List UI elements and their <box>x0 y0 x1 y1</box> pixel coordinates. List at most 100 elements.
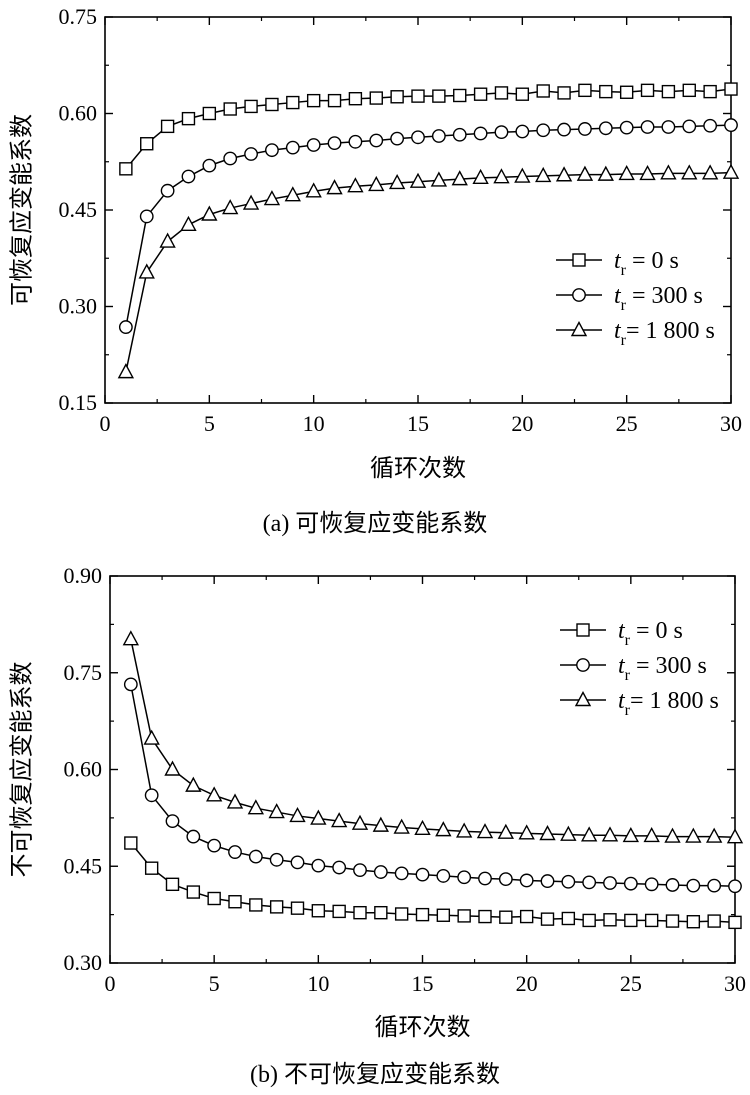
data-point-square <box>561 911 576 926</box>
data-point-square <box>348 92 363 106</box>
data-point-circle <box>661 120 676 134</box>
data-point-square <box>499 910 513 924</box>
data-point-square <box>119 162 133 176</box>
data-point-circle <box>623 876 638 891</box>
data-point-triangle <box>263 190 281 206</box>
data-point-square <box>223 102 237 116</box>
data-point-triangle <box>601 826 619 842</box>
series-line <box>130 842 736 924</box>
data-point-circle <box>665 878 680 892</box>
data-point-circle <box>557 122 571 137</box>
data-point-square <box>140 137 154 151</box>
y-tick-label: 0.75 <box>64 660 103 685</box>
data-point-square <box>369 91 383 105</box>
data-point-square <box>578 83 592 98</box>
data-point-triangle <box>705 827 723 843</box>
data-point-square <box>436 908 451 922</box>
data-point-triangle <box>310 809 327 825</box>
data-point-circle <box>707 878 722 893</box>
data-point-circle <box>144 788 159 803</box>
y-tick-label: 0.60 <box>59 101 98 126</box>
legend-entry: tr = 300 s <box>556 283 703 314</box>
data-point-triangle <box>430 171 448 187</box>
y-axis-label: 不可恢复应变能系数 <box>9 662 36 878</box>
data-point-circle <box>228 845 242 859</box>
data-point-square <box>394 907 409 921</box>
legend-marker <box>570 321 588 337</box>
data-point-triangle <box>618 164 635 181</box>
data-point-triangle <box>685 827 702 843</box>
series-triangle <box>117 163 740 379</box>
data-point-circle <box>682 119 697 134</box>
data-point-circle <box>139 209 154 224</box>
data-point-square <box>269 900 284 914</box>
data-point-circle <box>411 130 425 145</box>
x-tick-label: 15 <box>412 971 434 996</box>
data-point-square <box>353 905 367 920</box>
data-point-triangle <box>681 164 698 180</box>
data-point-circle <box>536 123 551 138</box>
data-point-square <box>144 861 159 875</box>
data-point-square <box>415 907 430 922</box>
series-square <box>119 82 738 176</box>
data-point-circle <box>473 126 488 141</box>
data-point-triangle <box>164 760 181 776</box>
x-axis-label: 循环次数 <box>370 455 466 482</box>
data-point-square <box>286 95 300 110</box>
data-point-square <box>390 90 404 104</box>
data-point-square <box>181 111 196 126</box>
data-point-square <box>160 119 175 134</box>
data-point-square <box>619 85 634 99</box>
data-point-square <box>186 885 201 899</box>
data-point-triangle <box>472 168 489 185</box>
data-point-triangle <box>560 825 577 841</box>
panel-caption: (a) 可恢复应变能系数 <box>263 510 488 537</box>
data-point-circle <box>452 127 467 142</box>
data-point-circle <box>415 867 430 882</box>
data-point-triangle <box>409 172 427 188</box>
data-point-square <box>661 84 676 99</box>
data-point-square <box>374 905 388 920</box>
data-point-square <box>686 915 701 929</box>
data-point-circle <box>285 140 300 155</box>
data-point-triangle <box>185 776 202 792</box>
data-point-triangle <box>539 825 556 841</box>
data-point-circle <box>582 875 597 890</box>
data-point-circle <box>160 183 175 198</box>
data-point-circle <box>290 855 305 870</box>
data-point-circle <box>561 874 576 889</box>
data-point-circle <box>306 138 321 152</box>
legend-marker <box>572 288 586 302</box>
y-tick-label: 0.30 <box>59 294 98 319</box>
data-point-circle <box>644 877 659 892</box>
data-point-triangle <box>372 816 390 832</box>
data-point-circle <box>248 849 263 864</box>
series-line <box>130 684 736 887</box>
data-point-circle <box>369 133 384 148</box>
data-point-triangle <box>726 828 744 844</box>
data-point-triangle <box>138 263 155 279</box>
legend-marker <box>574 691 592 707</box>
legend-label: tr = 300 s <box>614 283 703 314</box>
data-point-circle <box>123 677 138 692</box>
data-point-circle <box>394 866 409 881</box>
y-axis-label: 可恢复应变能系数 <box>9 114 36 306</box>
data-point-square <box>728 915 742 930</box>
data-point-triangle <box>222 199 239 215</box>
x-tick-label: 15 <box>407 411 429 436</box>
series-triangle <box>122 630 744 844</box>
data-point-square <box>244 99 258 114</box>
data-point-square <box>290 901 305 915</box>
legend-entry: tr = 0 s <box>556 248 679 279</box>
data-point-square <box>707 914 721 928</box>
data-point-triangle <box>639 164 656 181</box>
data-point-circle <box>478 871 492 886</box>
y-tick-label: 0.45 <box>64 853 103 878</box>
data-point-circle <box>724 118 738 132</box>
data-point-circle <box>686 878 701 893</box>
data-point-circle <box>640 120 655 134</box>
data-point-triangle <box>535 166 552 183</box>
data-point-square <box>457 909 471 923</box>
data-point-circle <box>598 121 613 136</box>
data-point-square <box>665 914 680 928</box>
